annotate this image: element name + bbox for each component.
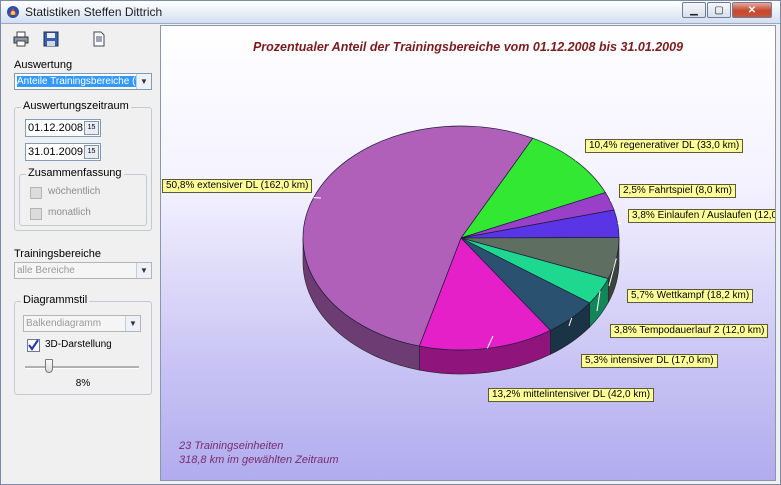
app-icon bbox=[7, 6, 19, 18]
print-icon[interactable] bbox=[13, 31, 29, 47]
training-count: 23 Trainingseinheiten bbox=[179, 440, 284, 452]
calendar-icon[interactable]: 15 bbox=[84, 145, 99, 159]
zeitraum-title: Auswertungszeitraum bbox=[21, 100, 131, 112]
slider-thumb[interactable] bbox=[44, 359, 53, 373]
woechentlich-checkbox[interactable] bbox=[30, 187, 42, 199]
monatlich-checkbox[interactable] bbox=[30, 208, 42, 220]
checkbox-checked-icon[interactable] bbox=[27, 339, 40, 352]
chevron-down-icon[interactable]: ▼ bbox=[136, 74, 151, 89]
slice-label-1: 2,5% Fahrtspiel (8,0 km) bbox=[619, 184, 736, 198]
slider-track[interactable] bbox=[25, 366, 139, 369]
close-button[interactable]: ✕ bbox=[732, 2, 772, 18]
pie-slice-6[interactable] bbox=[418, 237, 551, 351]
slice-label-4: 3,8% Tempodauerlauf 2 (12,0 km) bbox=[610, 324, 769, 338]
zusammenfassung-group: Zusammenfassung wöchentlich monatlich bbox=[19, 167, 147, 226]
trainingsbereiche-label: Trainingsbereiche bbox=[14, 248, 102, 260]
minimize-button[interactable]: ▁ bbox=[682, 2, 706, 18]
slice-leader-line bbox=[617, 222, 622, 225]
diagrammstil-group: Diagrammstil Balkendiagramm ▼ 3D-Darstel… bbox=[14, 294, 152, 395]
slice-leader-line bbox=[575, 153, 582, 162]
total-distance: 318,8 km im gewählten Zeitraum bbox=[179, 454, 339, 466]
calendar-icon[interactable]: 15 bbox=[84, 121, 99, 135]
maximize-button[interactable]: ▢ bbox=[707, 2, 731, 18]
save-icon[interactable] bbox=[43, 31, 59, 47]
slice-label-2: 3,8% Einlaufen / Auslaufen (12,0 km) bbox=[628, 209, 775, 223]
zusammenfassung-title: Zusammenfassung bbox=[26, 167, 124, 179]
date-to-value: 31.01.2009 bbox=[28, 146, 84, 158]
slice-label-3: 5,7% Wettkampf (18,2 km) bbox=[627, 289, 754, 303]
diagrammstil-select[interactable]: Balkendiagramm ▼ bbox=[23, 315, 141, 332]
chevron-down-icon[interactable]: ▼ bbox=[125, 316, 140, 331]
chart-panel: Prozentualer Anteil der Trainingsbereich… bbox=[160, 25, 776, 481]
chart-title: Prozentualer Anteil der Trainingsbereich… bbox=[252, 40, 684, 54]
slice-leader-line bbox=[608, 258, 617, 287]
zeitraum-group: Auswertungszeitraum 01.12.2008 15 31.01.… bbox=[14, 100, 152, 231]
slice-leader-line bbox=[609, 197, 614, 202]
slice-leader-line bbox=[596, 291, 601, 312]
auswertung-select[interactable]: Anteile Trainingsbereiche (%) ▼ bbox=[14, 73, 152, 90]
slice-label-7: 50,8% extensiver DL (162,0 km) bbox=[162, 179, 313, 193]
auswertung-value: Anteile Trainingsbereiche (%) bbox=[17, 76, 148, 87]
trainingsbereiche-select[interactable]: alle Bereiche ▼ bbox=[14, 262, 152, 279]
darstellung3d-label: 3D-Darstellung bbox=[45, 339, 112, 350]
diagrammstil-value: Balkendiagramm bbox=[26, 318, 102, 329]
toolbar bbox=[13, 31, 107, 49]
slice-leader-line bbox=[486, 335, 494, 349]
woechentlich-label: wöchentlich bbox=[48, 186, 101, 197]
slice-label-6: 13,2% mittelintensiver DL (42,0 km) bbox=[488, 388, 655, 402]
slice-leader-line bbox=[568, 317, 573, 327]
pie-chart bbox=[302, 125, 622, 375]
trainingsbereiche-value: alle Bereiche bbox=[17, 265, 75, 276]
slider-value-label: 8% bbox=[75, 378, 91, 389]
document-icon[interactable] bbox=[91, 31, 107, 47]
chevron-down-icon[interactable]: ▼ bbox=[136, 263, 151, 278]
date-from-value: 01.12.2008 bbox=[28, 122, 84, 134]
slice-label-0: 10,4% regenerativer DL (33,0 km) bbox=[585, 139, 744, 153]
window-title: Statistiken Steffen Dittrich bbox=[25, 5, 163, 19]
auswertung-label: Auswertung bbox=[14, 59, 73, 71]
date-to-input[interactable]: 31.01.2009 15 bbox=[25, 143, 101, 161]
pie-slice-0[interactable] bbox=[460, 137, 606, 239]
diagrammstil-title: Diagrammstil bbox=[21, 294, 90, 306]
slice-label-5: 5,3% intensiver DL (17,0 km) bbox=[581, 354, 718, 368]
date-from-input[interactable]: 01.12.2008 15 bbox=[25, 119, 101, 137]
title-bar: Statistiken Steffen Dittrich ▁ ▢ ✕ bbox=[1, 1, 780, 24]
monatlich-label: monatlich bbox=[48, 207, 91, 218]
sidebar: Auswertung Anteile Trainingsbereiche (%)… bbox=[9, 25, 159, 481]
